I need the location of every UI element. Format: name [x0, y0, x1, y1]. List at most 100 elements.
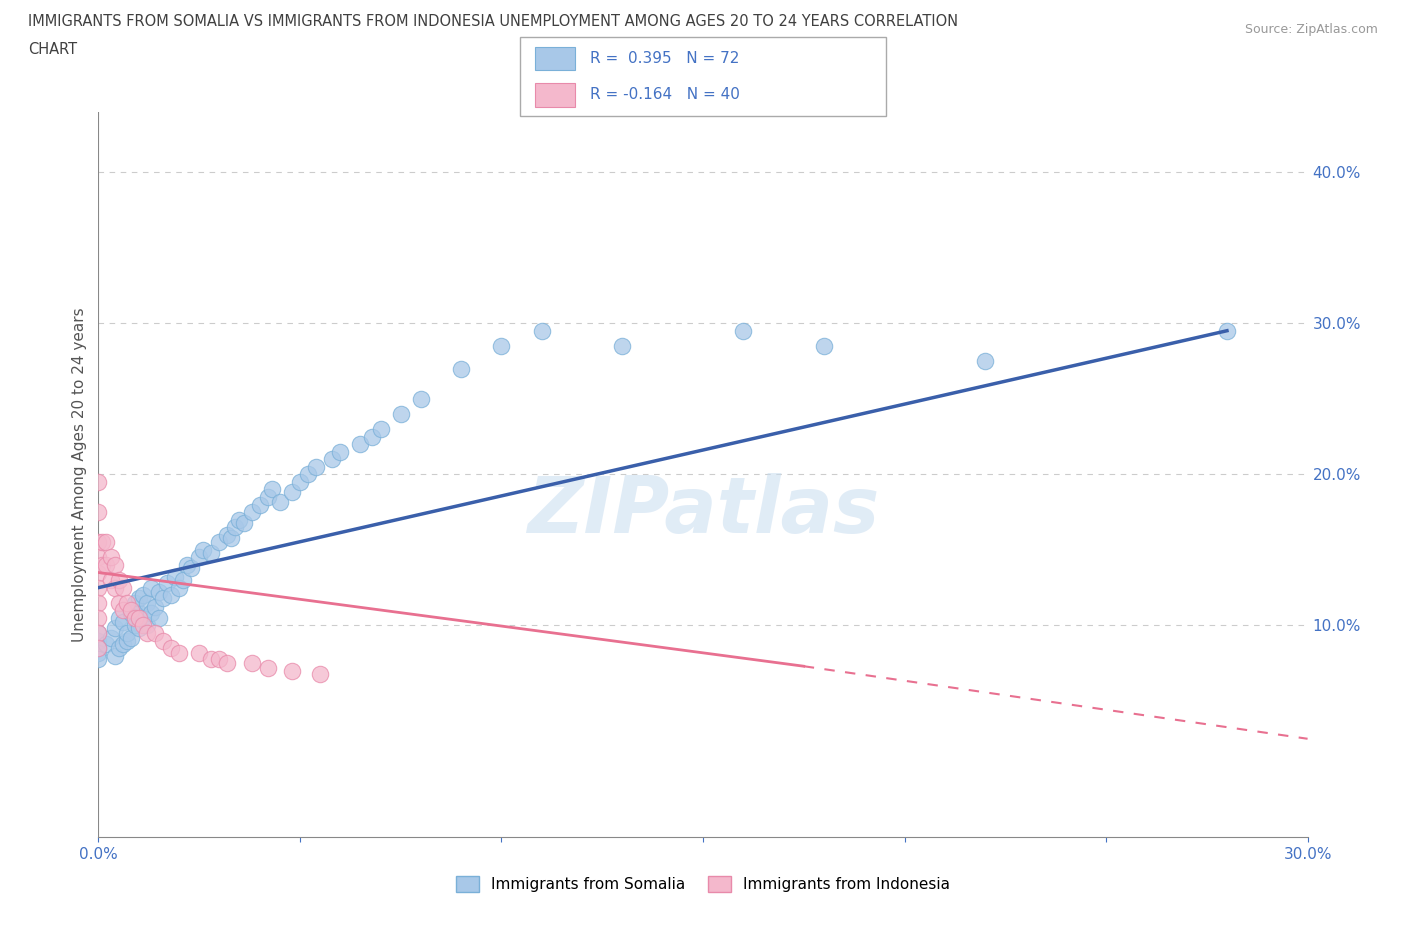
- Point: [87, 651, 110, 666]
- Point: [297, 467, 319, 482]
- Point: [152, 633, 174, 648]
- Point: [813, 339, 835, 353]
- Point: [160, 641, 183, 656]
- Point: [87, 505, 110, 520]
- Point: [103, 621, 125, 636]
- Point: [87, 580, 110, 595]
- Point: [87, 633, 110, 648]
- FancyBboxPatch shape: [534, 46, 575, 71]
- Point: [167, 645, 190, 660]
- Point: [111, 580, 134, 595]
- Point: [107, 595, 129, 610]
- FancyBboxPatch shape: [520, 37, 886, 116]
- Point: [172, 573, 194, 588]
- Point: [612, 339, 634, 353]
- Point: [228, 512, 250, 527]
- Point: [1216, 324, 1239, 339]
- Point: [148, 610, 170, 625]
- Point: [107, 573, 129, 588]
- Point: [240, 656, 263, 671]
- Y-axis label: Unemployment Among Ages 20 to 24 years: Unemployment Among Ages 20 to 24 years: [72, 307, 87, 642]
- Point: [87, 535, 110, 550]
- Point: [163, 569, 186, 585]
- Point: [128, 621, 150, 636]
- Text: ZIPatlas: ZIPatlas: [527, 472, 879, 549]
- Point: [87, 626, 110, 641]
- Point: [124, 618, 146, 633]
- Point: [370, 421, 392, 436]
- Point: [200, 545, 222, 560]
- Point: [361, 429, 384, 444]
- Point: [200, 651, 222, 666]
- Point: [269, 494, 291, 509]
- Point: [135, 626, 157, 641]
- Point: [288, 474, 311, 489]
- Point: [91, 535, 114, 550]
- Point: [491, 339, 513, 353]
- Point: [281, 663, 304, 678]
- Point: [148, 585, 170, 600]
- Point: [87, 610, 110, 625]
- Point: [256, 660, 278, 675]
- Point: [409, 392, 432, 406]
- Point: [96, 558, 118, 573]
- Point: [120, 606, 142, 621]
- Point: [115, 626, 138, 641]
- Point: [87, 550, 110, 565]
- Point: [103, 648, 125, 663]
- Point: [224, 520, 246, 535]
- Point: [87, 595, 110, 610]
- Point: [240, 505, 263, 520]
- Point: [249, 498, 271, 512]
- FancyBboxPatch shape: [534, 83, 575, 107]
- Text: IMMIGRANTS FROM SOMALIA VS IMMIGRANTS FROM INDONESIA UNEMPLOYMENT AMONG AGES 20 : IMMIGRANTS FROM SOMALIA VS IMMIGRANTS FR…: [28, 14, 959, 29]
- Point: [132, 618, 155, 633]
- Point: [733, 324, 755, 339]
- Point: [329, 445, 352, 459]
- Point: [100, 550, 122, 565]
- Text: CHART: CHART: [28, 42, 77, 57]
- Point: [160, 588, 183, 603]
- Point: [188, 645, 211, 660]
- Text: Source: ZipAtlas.com: Source: ZipAtlas.com: [1244, 23, 1378, 36]
- Point: [128, 606, 150, 621]
- Point: [111, 603, 134, 618]
- Point: [87, 641, 110, 656]
- Point: [193, 542, 215, 557]
- Point: [132, 610, 155, 625]
- Point: [167, 580, 190, 595]
- Point: [530, 324, 553, 339]
- Point: [100, 573, 122, 588]
- Point: [139, 606, 162, 621]
- Point: [115, 633, 138, 648]
- Legend: Immigrants from Somalia, Immigrants from Indonesia: Immigrants from Somalia, Immigrants from…: [450, 870, 956, 898]
- Point: [115, 595, 138, 610]
- Point: [208, 651, 231, 666]
- Point: [87, 626, 110, 641]
- Point: [96, 636, 118, 651]
- Point: [221, 530, 243, 545]
- Point: [180, 561, 202, 576]
- Point: [143, 626, 166, 641]
- Point: [120, 603, 142, 618]
- Point: [124, 595, 146, 610]
- Point: [120, 631, 142, 645]
- Point: [217, 527, 239, 542]
- Point: [349, 437, 371, 452]
- Point: [87, 565, 110, 580]
- Point: [107, 610, 129, 625]
- Point: [232, 515, 254, 530]
- Point: [103, 580, 125, 595]
- Point: [152, 591, 174, 605]
- Point: [135, 595, 157, 610]
- Point: [217, 656, 239, 671]
- Point: [87, 645, 110, 660]
- Point: [188, 550, 211, 565]
- Point: [87, 641, 110, 656]
- Text: R = -0.164   N = 40: R = -0.164 N = 40: [589, 87, 740, 102]
- Point: [111, 636, 134, 651]
- Point: [128, 610, 150, 625]
- Point: [100, 631, 122, 645]
- Point: [143, 600, 166, 615]
- Text: R =  0.395   N = 72: R = 0.395 N = 72: [589, 51, 740, 66]
